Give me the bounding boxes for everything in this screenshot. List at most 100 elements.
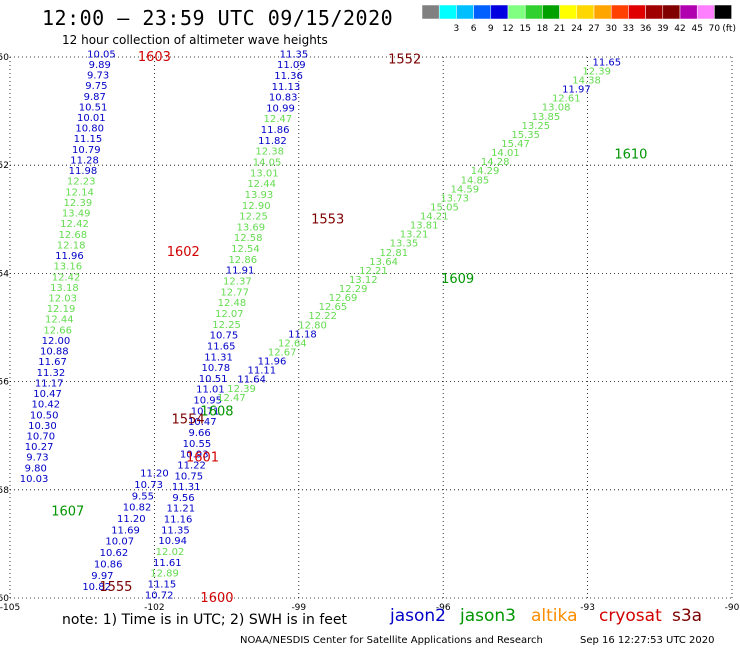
wave-height-value: 10.88 [40,347,69,358]
pass-time-label: 1608 [200,404,233,419]
pass-time-label: 1610 [614,147,647,162]
wave-height-value: 15.47 [501,139,530,150]
wave-height-value: 12.44 [247,179,276,190]
wave-height-value: 12.00 [42,336,71,347]
wave-height-value: 12.38 [255,147,284,158]
wave-height-value: 12.21 [359,266,388,277]
scale-label: 21 [554,24,565,34]
credit-text: NOAA/NESDIS Center for Satellite Applica… [240,635,543,646]
wave-height-value: 10.78 [201,363,230,374]
wave-height-value: 11.96 [55,251,84,262]
wave-height-value: 11.01 [196,385,225,396]
wave-height-value: 10.03 [20,474,49,485]
wave-height-value: 12.65 [319,302,348,313]
scale-swatch [714,4,732,20]
wave-height-value: 12.03 [48,293,77,304]
wave-height-value: 11.91 [226,266,255,277]
pass-time-label: 1601 [186,450,219,465]
scale-label: 39 [657,24,669,34]
wave-height-value: 12.58 [234,233,263,244]
wave-height-value: 9.87 [84,92,106,103]
wave-height-value: 11.21 [166,504,195,515]
wave-height-value: 13.69 [237,222,266,233]
scale-label: 27 [588,24,599,34]
wave-height-value: 10.99 [266,103,295,114]
wave-height-value: 12.68 [58,230,87,241]
wave-height-value: 14.38 [572,76,601,87]
wave-height-value: 12.67 [268,348,297,359]
wave-height-value: 11.15 [148,579,177,590]
wave-height-value: 12.37 [223,277,252,288]
wave-height-value: 9.80 [25,463,47,474]
scale-label: 9 [488,24,494,34]
wave-height-value: 10.75 [210,331,239,342]
wave-height-value: 10.79 [72,145,101,156]
lon-tick-label: -90 [725,603,740,610]
wave-height-value: 10.83 [269,93,298,104]
scale-unit: (ft) [722,24,736,34]
wave-height-value: 12.86 [228,255,257,266]
wave-height-value: 14.85 [461,175,490,186]
wave-height-value: 12.48 [218,298,247,309]
wave-height-value: 12.47 [263,114,292,125]
wave-height-value: 9.89 [89,60,111,71]
wave-height-value: 11.18 [288,329,317,340]
lat-tick-label: -58 [0,486,9,496]
wave-height-value: 13.08 [542,103,571,114]
scale-label: 45 [691,24,702,34]
wave-height-value: 13.49 [62,209,91,220]
wave-height-value: 10.07 [105,537,134,548]
wave-height-value: 10.05 [87,49,116,60]
scale-label: 6 [471,24,477,34]
pass-time-label: 1609 [441,272,474,287]
wave-height-value: 13.73 [440,193,469,204]
wave-height-value: 12.14 [65,187,94,198]
wave-height-value: 13.64 [369,257,398,268]
wave-height-value: 12.81 [379,248,408,259]
wave-height-value: 14.05 [253,157,282,168]
wave-height-value: 10.93 [180,450,209,461]
wave-height-value: 12.23 [67,177,96,188]
wave-height-value: 11.67 [38,357,67,368]
wave-height-value: 12.42 [60,219,89,230]
wave-height-value: 12.90 [242,201,271,212]
wave-height-value: 12.39 [64,198,93,209]
wave-height-value: 10.62 [100,548,129,559]
wave-height-value: 10.82 [123,503,152,514]
scale-label: 70 [709,24,721,34]
scale-label: 3 [454,24,460,34]
wave-height-value: 11.28 [70,155,99,166]
legend-jason2: jason2 [390,606,446,626]
wave-height-value: 10.47 [33,389,62,400]
wave-height-value: 11.86 [261,125,290,136]
pass-time-label: 1554 [172,412,205,427]
wave-height-value: 10.86 [94,559,123,570]
wave-height-value: 10.71 [191,406,220,417]
pass-time-label: 1552 [388,53,421,68]
wave-height-value: 14.21 [420,212,449,223]
wave-height-value: 11.98 [69,166,98,177]
wave-height-value: 11.32 [37,368,66,379]
color-scale: 3 6 9 12 15 18 21 24 27 30 33 36 39 42 45 70 (ft) [421,4,736,34]
wave-height-value: 12.69 [329,293,358,304]
lon-tick-label: -96 [436,603,451,610]
wave-height-value: 10.51 [199,374,228,385]
wave-height-value: 9.97 [91,571,113,582]
wave-height-value: 13.81 [410,221,439,232]
wave-height-value: 11.61 [153,558,182,569]
scale-label: 42 [674,24,685,34]
wave-height-value: 12.66 [43,325,72,336]
wave-height-value: 10.82 [82,582,111,593]
wave-height-value: 12.44 [45,315,74,326]
wave-height-value: 10.70 [26,432,55,443]
scale-label: 18 [537,24,549,34]
wave-height-value: 13.21 [400,230,429,241]
wave-height-value: 12.07 [215,309,244,320]
scale-label: 24 [571,24,583,34]
scale-label: 12 [502,24,513,34]
lon-tick-label: -105 [0,603,20,610]
wave-height-value: 11.64 [237,375,266,386]
wave-height-value: 11.20 [140,469,169,480]
footer-note: note: 1) Time is in UTC; 2) SWH is in fe… [62,612,348,628]
pass-time-label: 1600 [200,591,233,606]
